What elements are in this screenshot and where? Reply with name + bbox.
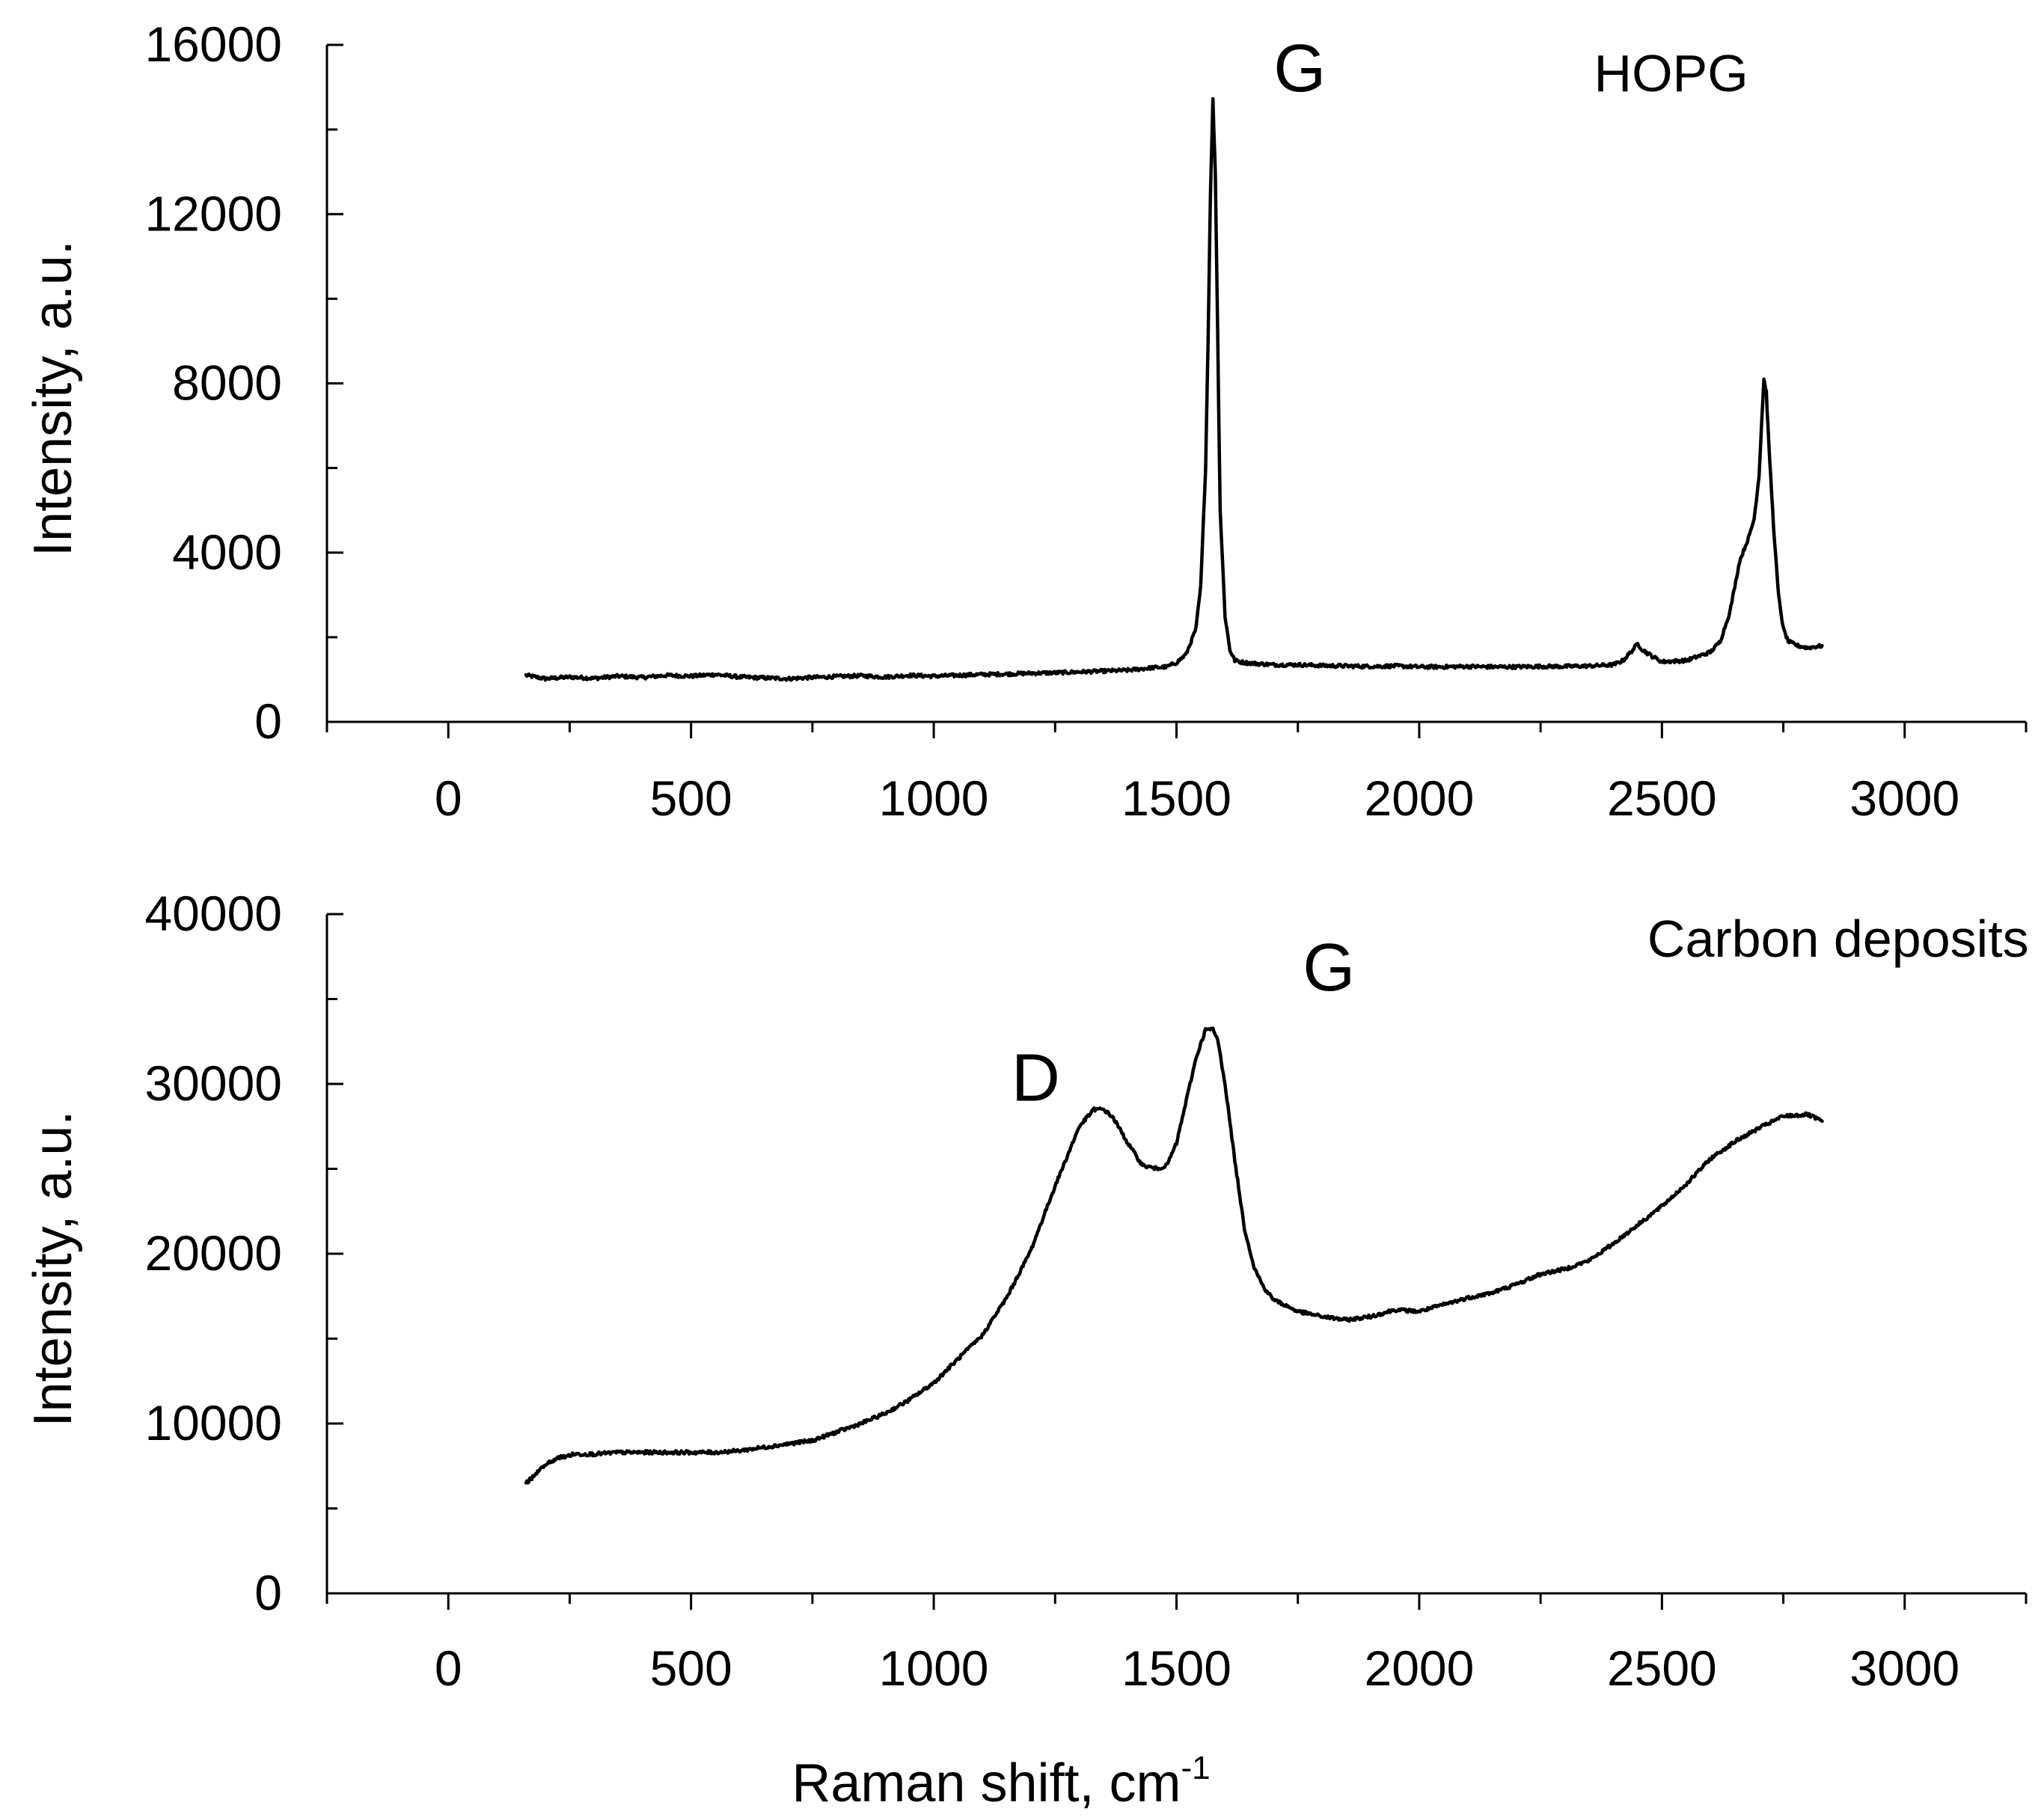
x-tick-label: 3000 xyxy=(1849,1640,1959,1696)
y-tick-label: 0 xyxy=(254,693,282,749)
x-tick-label: 500 xyxy=(650,770,732,826)
y-tick-label: 10000 xyxy=(144,1395,282,1450)
x-tick-label: 1500 xyxy=(1122,1640,1231,1696)
annotation-carbon-deposits: Carbon deposits xyxy=(1647,910,2029,968)
series-line-hopg xyxy=(524,96,1824,682)
y-tick-label: 4000 xyxy=(172,524,282,580)
x-tick-label: 500 xyxy=(650,1640,732,1696)
x-axis-title: Raman shift, cm-1 xyxy=(792,1750,1210,1813)
y-tick-label: 12000 xyxy=(144,186,282,241)
x-tick-label: 1000 xyxy=(879,1640,989,1696)
x-tick-label: 2500 xyxy=(1607,1640,1717,1696)
annotation-hopg: HOPG xyxy=(1594,44,1748,102)
x-axis-title-main: Raman shift, cm xyxy=(792,1753,1181,1813)
y-tick-label: 30000 xyxy=(144,1055,282,1111)
chart-panel-top: 0 500 1000 1500 2000 2500 3000 0 4000 8000 12000 16… xyxy=(23,16,2028,826)
x-tick-label: 2500 xyxy=(1607,770,1717,826)
x-tick-label: 3000 xyxy=(1849,770,1959,826)
x-tick-label: 1500 xyxy=(1122,770,1231,826)
y-axis-title: Intensity, a.u. xyxy=(23,240,83,557)
annotation-g: G xyxy=(1273,31,1326,106)
y-tick-label: 16000 xyxy=(144,16,282,72)
x-tick-label: 1000 xyxy=(879,770,989,826)
x-tick-label: 0 xyxy=(435,1640,462,1696)
y-tick-label: 20000 xyxy=(144,1225,282,1281)
series-line-carbon-deposits xyxy=(524,1026,1824,1485)
annotation-g: G xyxy=(1303,931,1355,1005)
x-tick-label: 0 xyxy=(435,770,462,826)
chart-panels: 0 500 1000 1500 2000 2500 30000400080001200016… xyxy=(23,16,2029,1696)
x-tick-label: 2000 xyxy=(1365,770,1475,826)
x-axis-title-superscript: -1 xyxy=(1181,1750,1211,1786)
y-tick-label: 40000 xyxy=(144,886,282,941)
chart-panel-bottom: 0 500 1000 1500 2000 2500 30000100002000030000… xyxy=(23,886,2029,1696)
annotation-d: D xyxy=(1012,1041,1060,1116)
y-tick-label: 0 xyxy=(254,1565,282,1620)
y-tick-label: 8000 xyxy=(172,355,282,411)
x-tick-label: 2000 xyxy=(1365,1640,1475,1696)
y-axis-title: Intensity, a.u. xyxy=(23,1111,83,1427)
